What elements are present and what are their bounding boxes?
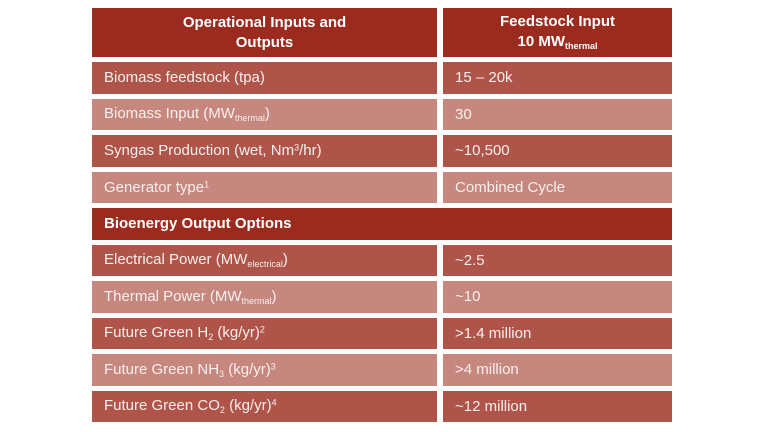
row-label-text: Bioenergy Output Options [104,215,292,233]
feedstock-header-line2: 10 MWthermal [517,32,597,53]
column-header-operational: Operational Inputs and Outputs [92,8,437,57]
row-label: Syngas Production (wet, Nm3/hr) [92,135,437,167]
table-row: Generator type1 Combined Cycle [92,171,672,203]
operational-header-line1: Operational Inputs and [182,13,347,31]
table-row: Future Green NH3 (kg/yr)3 >4 million [92,354,672,386]
row-label: Future Green NH3 (kg/yr)3 [92,354,437,386]
table-row: Future Green H2 (kg/yr)2 >1.4 million [92,317,672,349]
row-label: Biomass feedstock (tpa) [92,62,437,94]
feedstock-table: Operational Inputs and Outputs Feedstock… [92,8,672,427]
row-label-text: Biomass Input (MWthermal) [104,105,270,124]
row-label-text: Future Green NH3 (kg/yr)3 [104,360,276,379]
section-header-label: Bioenergy Output Options [92,208,672,240]
row-value: >1.4 million [443,317,672,349]
row-value: ~12 million [443,390,672,422]
row-label: Electrical Power (MWelectrical) [92,244,437,276]
row-label-text: Generator type1 [104,178,210,196]
feedstock-header-subscript: thermal [565,40,598,51]
section-header-row: Bioenergy Output Options [92,208,672,240]
row-label-text: Future Green H2 (kg/yr)2 [104,324,265,343]
row-value: >4 million [443,354,672,386]
table-row: Syngas Production (wet, Nm3/hr) ~10,500 [92,135,672,167]
feedstock-header-value: 10 MW [517,33,565,51]
table-row: Thermal Power (MWthermal) ~10 [92,281,672,313]
row-value: ~10 [443,281,672,313]
row-label: Thermal Power (MWthermal) [92,281,437,313]
row-label-text: Future Green CO2 (kg/yr)4 [104,397,277,416]
table-header-row: Operational Inputs and Outputs Feedstock… [92,8,672,57]
row-value: ~10,500 [443,135,672,167]
feedstock-header-line1: Feedstock Input [499,13,615,31]
table-row: Biomass Input (MWthermal) 30 [92,98,672,130]
row-label-text: Biomass feedstock (tpa) [104,69,265,87]
row-label: Future Green CO2 (kg/yr)4 [92,390,437,422]
row-label: Biomass Input (MWthermal) [92,98,437,130]
row-label-text: Syngas Production (wet, Nm3/hr) [104,142,322,160]
table-row: Biomass feedstock (tpa) 15 – 20k [92,62,672,94]
row-value: 15 – 20k [443,62,672,94]
row-label-text: Electrical Power (MWelectrical) [104,251,288,270]
table-rows: Biomass feedstock (tpa) 15 – 20k Biomass I… [92,62,672,422]
row-label: Future Green H2 (kg/yr)2 [92,317,437,349]
row-label-text: Thermal Power (MWthermal) [104,287,277,306]
column-header-feedstock: Feedstock Input 10 MWthermal [443,8,672,57]
row-value: Combined Cycle [443,171,672,203]
row-label: Generator type1 [92,171,437,203]
row-value: 30 [443,98,672,130]
row-value: ~2.5 [443,244,672,276]
table-row: Electrical Power (MWelectrical) ~2.5 [92,244,672,276]
operational-header-line2: Outputs [235,33,294,51]
table-row: Future Green CO2 (kg/yr)4 ~12 million [92,390,672,422]
